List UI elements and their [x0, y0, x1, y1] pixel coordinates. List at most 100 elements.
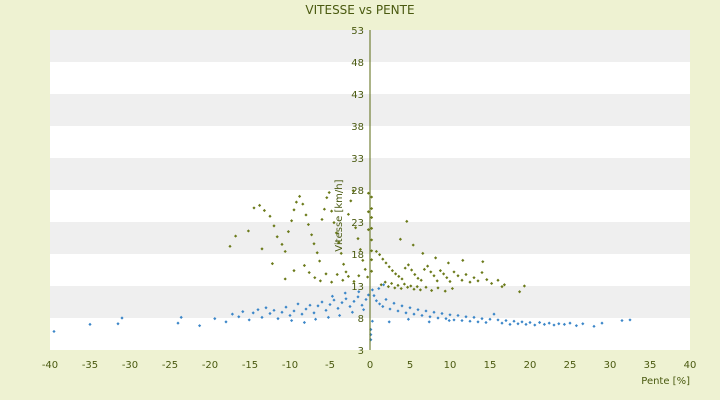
data-point [440, 311, 444, 316]
data-point [260, 315, 264, 319]
series-0 [228, 189, 526, 294]
data-point [378, 302, 382, 306]
data-point [346, 274, 350, 278]
data-point [316, 304, 320, 308]
data-point [301, 202, 305, 206]
y-tick-label: 43 [351, 90, 364, 101]
data-point [522, 284, 526, 288]
data-point [308, 303, 312, 307]
data-point [620, 318, 624, 323]
data-point [294, 200, 298, 204]
data-point [409, 284, 413, 288]
data-point [320, 217, 324, 222]
data-point [476, 320, 480, 324]
data-point [343, 291, 347, 295]
data-point [364, 297, 368, 302]
data-point [424, 309, 428, 313]
data-point [314, 317, 318, 321]
data-point [490, 281, 494, 286]
data-point [390, 281, 394, 286]
data-point [500, 321, 504, 325]
data-point [283, 277, 287, 281]
data-point [516, 322, 520, 326]
data-point [370, 288, 374, 292]
data-point [592, 324, 596, 328]
data-point [352, 299, 356, 303]
data-point [446, 261, 450, 265]
data-point [416, 308, 420, 312]
data-point [268, 214, 272, 218]
data-point [382, 283, 386, 287]
data-point [330, 280, 334, 284]
data-point [420, 313, 424, 318]
data-point [411, 243, 415, 247]
data-point [354, 226, 358, 230]
x-tick-label: -15 [242, 360, 258, 371]
data-point [335, 272, 339, 277]
data-point [378, 253, 382, 257]
data-point [336, 306, 340, 310]
y-tick-label: 28 [351, 186, 364, 197]
data-point [234, 234, 238, 238]
data-point [568, 321, 572, 325]
data-point [237, 315, 241, 319]
x-tick-label: -35 [82, 360, 98, 371]
data-point [313, 276, 317, 280]
data-point [241, 310, 245, 314]
data-point [542, 322, 546, 326]
data-point [116, 322, 120, 326]
data-point [370, 258, 374, 262]
data-point [288, 313, 292, 318]
data-point [284, 305, 288, 309]
data-point [408, 306, 412, 310]
data-point [502, 283, 506, 287]
x-ticks: -40 -35 -30 -25 -20 -15 -10 -5 0 5 10 15 20 25 30 35 40 [42, 360, 697, 371]
x-tick-label: -25 [162, 360, 178, 371]
data-point [262, 208, 266, 213]
data-point [176, 321, 180, 325]
data-point [410, 268, 414, 272]
data-point [574, 324, 578, 328]
data-point [436, 286, 440, 290]
data-point [298, 194, 302, 198]
data-point [538, 320, 542, 325]
y-tick-label: 48 [351, 58, 364, 69]
data-point [280, 242, 284, 246]
data-point [370, 195, 374, 199]
data-point [427, 320, 431, 324]
data-point [400, 277, 404, 281]
data-point [390, 269, 394, 273]
data-point [338, 313, 342, 318]
data-point [399, 286, 403, 291]
x-tick-label: 35 [644, 360, 657, 371]
y-tick-label: 53 [351, 26, 364, 37]
x-tick-label: 15 [484, 360, 497, 371]
data-point [628, 318, 632, 322]
data-point [327, 190, 331, 195]
data-point [396, 309, 400, 313]
data-point [370, 238, 374, 242]
y-tick-label: 38 [351, 122, 364, 133]
data-point [315, 251, 319, 255]
data-point [468, 319, 472, 323]
data-point [429, 270, 433, 274]
y-tick-label: 13 [351, 282, 364, 293]
data-point [524, 322, 528, 326]
data-point [504, 318, 508, 323]
data-point [398, 237, 402, 241]
data-point [258, 203, 262, 207]
data-point [406, 317, 410, 321]
data-point [276, 317, 280, 321]
data-point [416, 276, 420, 280]
data-point [256, 308, 260, 312]
data-point [400, 304, 404, 308]
series-1 [52, 283, 632, 342]
data-point [348, 304, 352, 309]
data-point [496, 318, 500, 322]
data-point [344, 270, 348, 274]
data-point [351, 189, 355, 193]
data-point [480, 270, 484, 275]
data-point [383, 280, 387, 284]
data-point [406, 285, 410, 289]
data-point [377, 286, 381, 291]
